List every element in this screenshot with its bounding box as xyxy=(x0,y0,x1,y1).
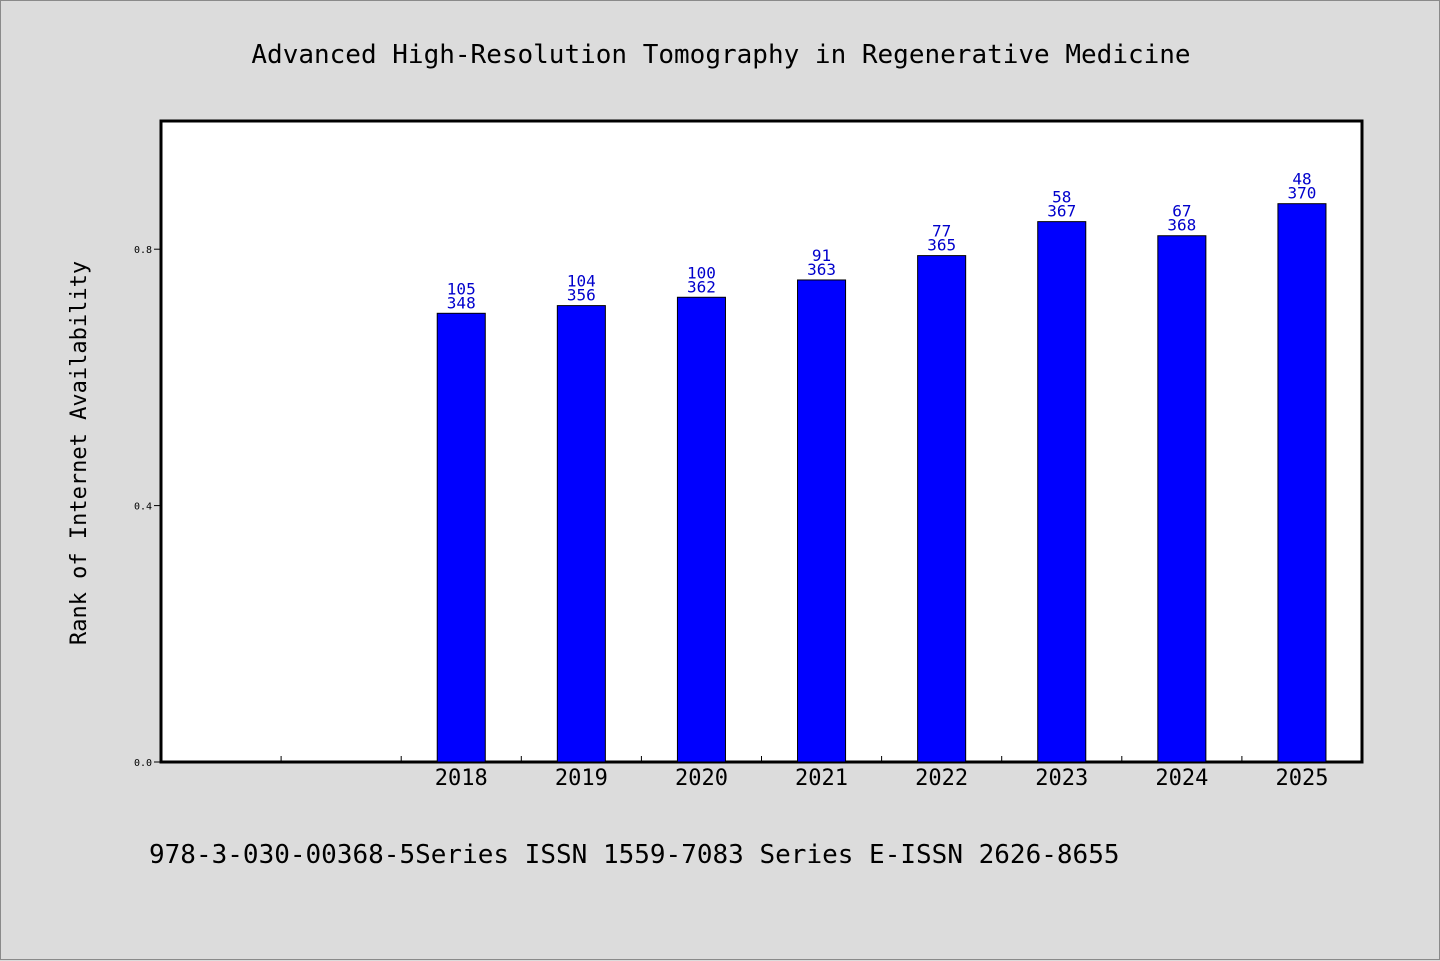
x-tick-label: 2024 xyxy=(1155,766,1208,791)
chart-title: Advanced High-Resolution Tomography in R… xyxy=(251,40,1190,70)
x-tick-label: 2022 xyxy=(915,766,968,791)
bar-label-bottom: 370 xyxy=(1287,184,1316,203)
y-axis-label: Rank of Internet Availability xyxy=(67,261,92,645)
bar-label-top: 77 xyxy=(932,222,951,241)
x-tick-label: 2019 xyxy=(555,766,608,791)
bar-label-bottom: 368 xyxy=(1167,216,1196,235)
bar-2018 xyxy=(436,312,486,763)
bar-label-top: 100 xyxy=(687,263,716,282)
bar-label-top: 48 xyxy=(1292,170,1311,189)
bar-label-bottom: 365 xyxy=(927,236,956,255)
bar-label-top: 58 xyxy=(1052,188,1071,207)
bar-2025 xyxy=(1277,203,1327,763)
x-tick-label: 2021 xyxy=(795,766,848,791)
bar-2019 xyxy=(556,305,606,763)
bar-2020 xyxy=(676,296,726,763)
bar-label-bottom: 362 xyxy=(687,277,716,296)
bar-label-bottom: 356 xyxy=(567,286,596,305)
bar-label-top: 67 xyxy=(1172,202,1191,221)
x-tick-label: 2023 xyxy=(1035,766,1088,791)
bars-layer xyxy=(436,203,1327,763)
bar-label-bottom: 363 xyxy=(807,260,836,279)
bar-label-top: 105 xyxy=(447,279,476,298)
y-tick-label: 0.0 xyxy=(134,758,152,769)
bar-2021 xyxy=(797,279,847,763)
ticks-layer: 0.0 0.4 0.8 xyxy=(134,245,1243,769)
bar-label-top: 104 xyxy=(567,272,596,291)
bar-2022 xyxy=(917,255,967,763)
bar-label-bottom: 367 xyxy=(1047,202,1076,221)
bar-2023 xyxy=(1037,221,1087,763)
y-tick-label: 0.4 xyxy=(134,502,152,513)
bar-label-top: 91 xyxy=(812,246,831,265)
x-tick-label: 2020 xyxy=(675,766,728,791)
bar-2024 xyxy=(1157,235,1207,763)
y-tick-label: 0.8 xyxy=(134,245,152,256)
x-tick-label: 2018 xyxy=(435,766,488,791)
chart-footer: 978-3-030-00368-5Series ISSN 1559-7083 S… xyxy=(149,840,1120,870)
x-tick-label: 2025 xyxy=(1275,766,1328,791)
bar-label-bottom: 348 xyxy=(447,293,476,312)
